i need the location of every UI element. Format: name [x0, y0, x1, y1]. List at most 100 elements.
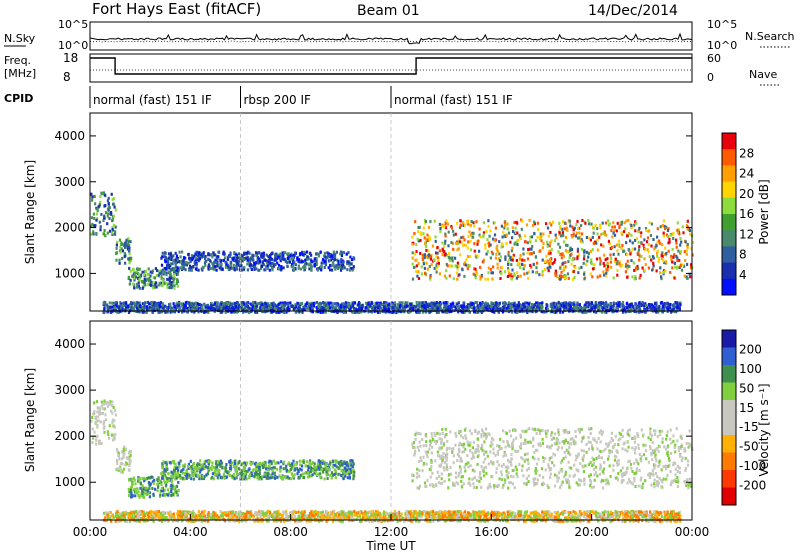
echo-cell — [126, 247, 130, 251]
echo-cell — [403, 306, 406, 310]
echo-cell — [120, 243, 123, 246]
echo-cell — [130, 257, 133, 261]
echo-cell — [669, 233, 672, 237]
echo-cell — [527, 248, 530, 251]
echo-cell — [193, 467, 196, 471]
echo-cell — [610, 229, 613, 233]
echo-cell — [600, 243, 603, 247]
echo-cell — [119, 301, 122, 305]
echo-cell — [364, 306, 367, 310]
echo-cell — [114, 308, 117, 312]
echo-cell — [634, 229, 637, 233]
echo-cell — [666, 306, 669, 310]
echo-cell — [464, 243, 467, 247]
echo-cell — [267, 255, 270, 259]
echo-cell — [323, 301, 326, 305]
echo-cell — [644, 227, 648, 230]
echo-cell — [336, 258, 339, 262]
echo-cell — [267, 476, 270, 480]
echo-cell — [182, 267, 185, 270]
echo-cell — [647, 243, 651, 247]
echo-cell — [348, 260, 351, 264]
echo-cell — [153, 478, 156, 482]
echo-cell — [185, 468, 188, 472]
echo-cell — [229, 263, 233, 267]
echo-cell — [454, 232, 457, 236]
echo-cell — [547, 234, 550, 238]
echo-cell — [351, 459, 354, 463]
echo-cell — [277, 302, 280, 306]
echo-cell — [464, 263, 467, 267]
echo-cell — [129, 240, 132, 244]
echo-cell — [513, 242, 516, 246]
echo-cell — [609, 307, 612, 311]
echo-cell — [570, 248, 574, 251]
echo-cell — [281, 301, 284, 305]
echo-cell — [117, 306, 121, 310]
echo-cell — [655, 310, 658, 314]
echo-cell — [391, 303, 394, 307]
echo-cell — [298, 459, 301, 463]
echo-cell — [419, 238, 422, 242]
echo-cell — [312, 304, 315, 308]
echo-cell — [274, 263, 277, 267]
echo-cell — [520, 262, 523, 266]
echo-cell — [170, 284, 173, 287]
echo-cell — [90, 224, 93, 228]
echo-cell — [525, 308, 528, 312]
echo-cell — [511, 268, 514, 272]
echo-cell — [548, 221, 551, 225]
echo-cell — [126, 457, 129, 461]
freq-tick-low: 8 — [63, 70, 71, 84]
echo-cell — [158, 269, 161, 273]
echo-cell — [309, 463, 312, 467]
echo-cell — [640, 310, 643, 314]
echo-cell — [254, 473, 257, 477]
echo-cell — [459, 253, 462, 257]
echo-cell — [181, 471, 184, 475]
echo-cell — [331, 268, 334, 272]
echo-cell — [116, 450, 119, 454]
echo-cell — [474, 301, 477, 305]
echo-cell — [136, 282, 139, 286]
echo-cell — [417, 310, 420, 314]
echo-cell — [323, 303, 326, 307]
echo-cell — [686, 219, 689, 223]
echo-cell — [365, 301, 368, 305]
echo-cell — [682, 231, 685, 235]
echo-cell — [409, 306, 412, 310]
echo-cell — [99, 420, 102, 424]
echo-cell — [626, 253, 629, 257]
echo-cell — [221, 476, 224, 480]
echo-cell — [679, 264, 682, 267]
echo-cell — [255, 253, 258, 257]
echo-cell — [480, 306, 483, 310]
echo-cell — [589, 272, 592, 276]
echo-cell — [333, 254, 336, 258]
echo-cell — [175, 304, 178, 308]
echo-cell — [127, 488, 130, 491]
echo-cell — [281, 475, 284, 479]
echo-cell — [553, 239, 556, 243]
echo-cell — [160, 481, 163, 485]
echo-cell — [164, 270, 167, 274]
echo-cell — [330, 476, 333, 480]
echo-cell — [210, 302, 213, 305]
echo-cell — [141, 488, 144, 492]
echo-cell — [572, 228, 575, 232]
echo-cell — [222, 472, 225, 476]
echo-cell — [457, 241, 460, 245]
echo-cell — [484, 277, 487, 281]
echo-cell — [193, 310, 196, 314]
echo-cell — [531, 245, 534, 248]
echo-cell — [476, 242, 479, 246]
echo-cell — [286, 264, 289, 268]
echo-cell — [195, 464, 199, 467]
echo-cell — [160, 263, 164, 267]
echo-cell — [444, 305, 448, 309]
echo-cell — [620, 308, 623, 312]
echo-cell — [235, 305, 238, 309]
echo-cell — [224, 310, 227, 314]
echo-cell — [470, 220, 473, 223]
echo-cell — [279, 465, 282, 469]
